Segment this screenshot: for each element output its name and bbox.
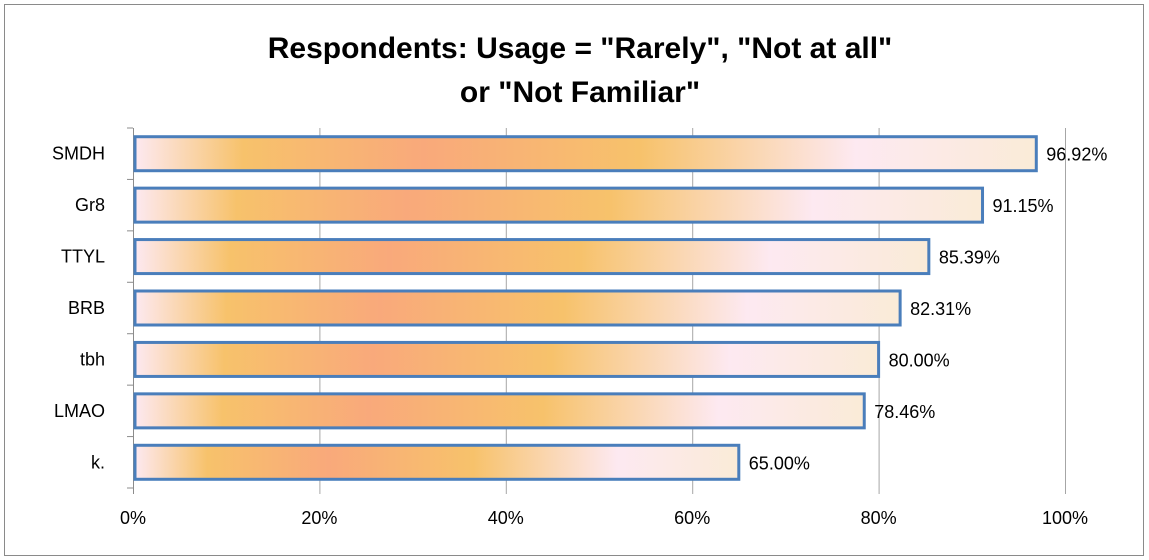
bar-gr8 [133, 186, 985, 224]
x-tick-label-80: 80% [861, 508, 897, 528]
data-label-tbh: 80.00% [889, 350, 950, 370]
bar-smdh [133, 135, 1038, 173]
bar-brb [133, 289, 902, 327]
bars [133, 135, 1038, 481]
data-label-smdh: 96.92% [1046, 145, 1107, 165]
x-tick-label-20: 20% [301, 508, 337, 528]
category-label-tbh: tbh [80, 349, 105, 369]
chart-title-line-1: Respondents: Usage = "Rarely", "Not at a… [268, 32, 893, 65]
bar-ttyl [133, 238, 931, 276]
data-label-brb: 82.31% [910, 299, 971, 319]
category-label-k: k. [91, 452, 105, 472]
data-label-k: 65.00% [749, 453, 810, 473]
bar-k [133, 443, 741, 481]
data-labels: 96.92% 91.15% 85.39% 82.31% 80.00% 78.46% 65.0… [749, 145, 1108, 474]
x-tick-label-60: 60% [674, 508, 710, 528]
x-tick-label-100: 100% [1042, 508, 1088, 528]
bar-tbh [133, 340, 881, 378]
chart-title-line-2: or "Not Familiar" [460, 76, 700, 109]
data-label-gr8: 91.15% [993, 196, 1054, 216]
data-label-ttyl: 85.39% [939, 248, 1000, 268]
category-label-ttyl: TTYL [61, 247, 105, 267]
data-label-lmao: 78.46% [874, 402, 935, 422]
category-label-brb: BRB [68, 298, 105, 318]
x-tick-label-0: 0% [120, 508, 146, 528]
chart-title: Respondents: Usage = "Rarely", "Not at a… [268, 32, 893, 109]
category-label-gr8: Gr8 [75, 195, 105, 215]
x-axis-tick-labels: 0% 20% 40% 60% 80% 100% [120, 508, 1088, 528]
bar-lmao [133, 392, 866, 430]
category-label-lmao: LMAO [54, 401, 105, 421]
category-label-smdh: SMDH [52, 144, 105, 164]
category-labels: SMDH Gr8 TTYL BRB tbh LMAO k. [52, 144, 105, 473]
x-tick-label-40: 40% [488, 508, 524, 528]
